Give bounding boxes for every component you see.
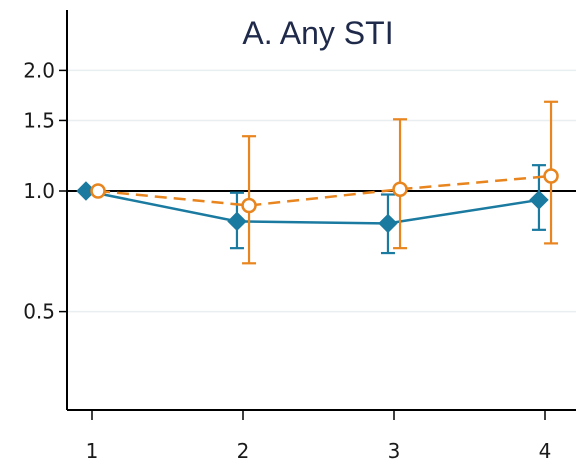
data-point <box>227 211 247 232</box>
series-1 <box>76 164 549 255</box>
series-2 <box>90 100 559 265</box>
x-tick-label: 2 <box>237 439 250 463</box>
y-tick-label: 1.0 <box>23 179 55 203</box>
y-tick-label: 0.5 <box>23 300 55 324</box>
x-tick-label: 1 <box>86 439 99 463</box>
data-point <box>392 181 408 198</box>
data-point <box>90 183 106 199</box>
x-tick-label: 4 <box>539 439 552 463</box>
y-tick-label: 1.5 <box>23 108 55 132</box>
data-point <box>378 213 398 234</box>
x-tick-label: 3 <box>388 439 401 463</box>
series-group <box>76 100 559 265</box>
chart-title: A. Any STI <box>242 15 393 51</box>
data-point <box>529 190 549 210</box>
axes <box>66 10 576 411</box>
y-ticks: 2.0 1.5 1.0 0.5 <box>23 58 67 324</box>
x-ticks: 1 2 3 4 <box>86 410 552 463</box>
data-point <box>543 168 559 184</box>
data-point <box>241 197 257 214</box>
y-tick-label: 2.0 <box>23 58 55 82</box>
series-line <box>85 189 540 225</box>
